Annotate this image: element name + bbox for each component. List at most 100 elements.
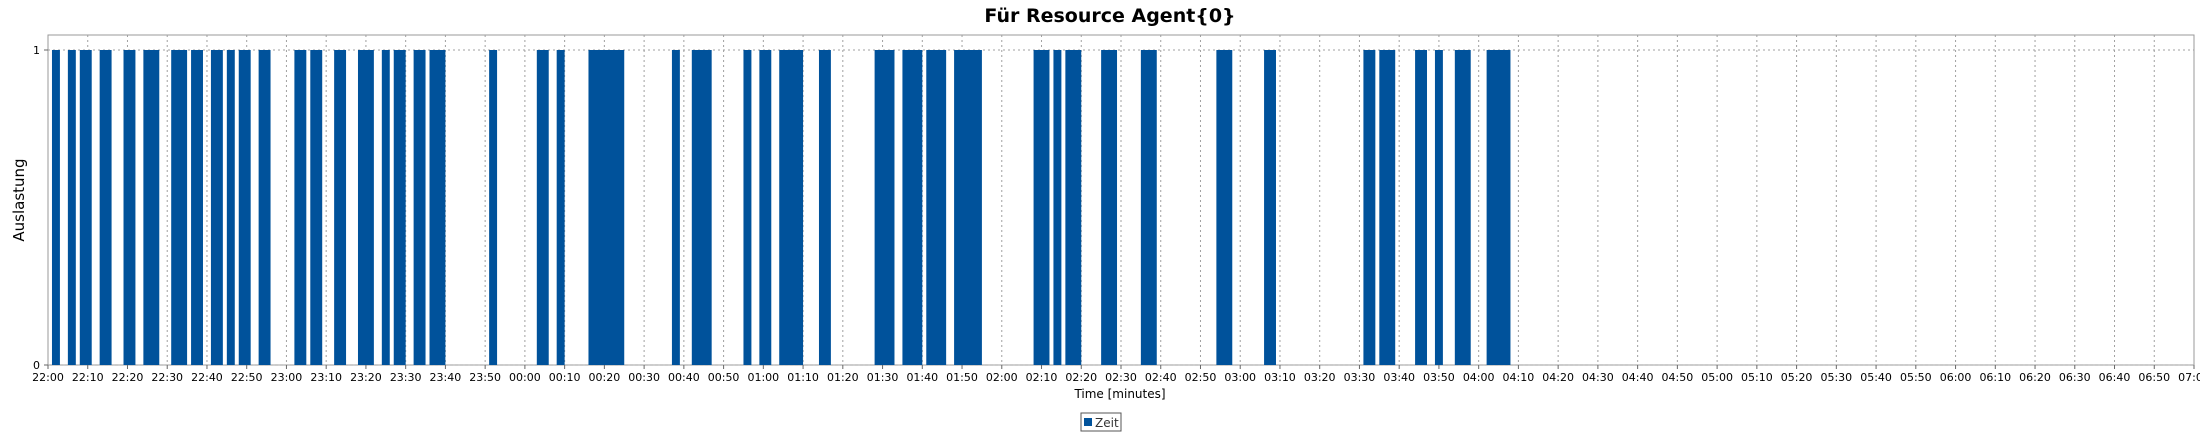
bar [238, 50, 251, 365]
bar [1264, 50, 1276, 365]
x-tick-label: 03:00 [1224, 371, 1256, 384]
x-tick-label: 01:00 [747, 371, 779, 384]
x-tick-label: 06:20 [2019, 371, 2051, 384]
x-tick-label: 02:00 [986, 371, 1018, 384]
bar [357, 50, 374, 365]
x-tick-label: 22:50 [231, 371, 263, 384]
bar [759, 50, 772, 365]
x-tick-label: 02:20 [1065, 371, 1097, 384]
x-tick-label: 06:40 [2099, 371, 2131, 384]
x-tick-label: 06:50 [2138, 371, 2170, 384]
x-tick-label: 06:30 [2059, 371, 2091, 384]
x-tick-label: 01:40 [906, 371, 938, 384]
x-tick-label: 23:30 [390, 371, 422, 384]
x-tick-label: 05:20 [1781, 371, 1813, 384]
bar [1486, 50, 1511, 365]
bar [926, 50, 947, 365]
x-tick-label: 07:00 [2178, 371, 2200, 384]
bar [1053, 50, 1062, 365]
bar [536, 50, 549, 365]
bar [171, 50, 188, 365]
x-tick-label: 23:10 [310, 371, 342, 384]
x-tick-label: 22:10 [72, 371, 104, 384]
y-tick-label: 0 [33, 359, 40, 372]
x-tick-label: 00:20 [589, 371, 621, 384]
x-tick-label: 03:40 [1383, 371, 1415, 384]
bar [1065, 50, 1082, 365]
x-tick-label: 01:20 [827, 371, 859, 384]
bar [1379, 50, 1396, 365]
x-tick-label: 23:40 [430, 371, 462, 384]
x-tick-label: 02:40 [1145, 371, 1177, 384]
x-axis-ticks: 22:00 22:10 22:20 22:30 22:40 22:50 23:00 23:10… [32, 365, 2200, 384]
bar [310, 50, 323, 365]
x-tick-label: 01:30 [867, 371, 899, 384]
bar [743, 50, 752, 365]
x-tick-label: 06:00 [1940, 371, 1972, 384]
legend-label: Zeit [1095, 416, 1119, 430]
bar [874, 50, 895, 365]
x-tick-label: 00:50 [708, 371, 740, 384]
x-tick-label: 03:10 [1264, 371, 1296, 384]
bar [258, 50, 271, 365]
bar [1101, 50, 1118, 365]
chart-title: Für Resource Agent{0} [984, 5, 1235, 27]
x-tick-label: 05:10 [1741, 371, 1773, 384]
legend-swatch [1084, 418, 1092, 426]
bar [1216, 50, 1233, 365]
bar [1415, 50, 1428, 365]
x-tick-label: 05:40 [1860, 371, 1892, 384]
bar [489, 50, 498, 365]
x-tick-label: 22:20 [112, 371, 144, 384]
x-tick-label: 22:00 [32, 371, 64, 384]
x-tick-label: 03:50 [1423, 371, 1455, 384]
x-tick-label: 22:30 [151, 371, 183, 384]
x-tick-label: 05:30 [1820, 371, 1852, 384]
legend: Zeit [1080, 412, 1122, 432]
bar [381, 50, 390, 365]
x-tick-label: 04:40 [1622, 371, 1654, 384]
x-tick-label: 00:00 [509, 371, 541, 384]
x-tick-label: 06:10 [1979, 371, 2011, 384]
bar [210, 50, 223, 365]
bar [51, 50, 60, 365]
x-tick-label: 03:20 [1304, 371, 1336, 384]
x-tick-label: 00:10 [549, 371, 581, 384]
bar [393, 50, 406, 365]
bar [294, 50, 307, 365]
x-tick-label: 22:40 [191, 371, 223, 384]
bar [123, 50, 136, 365]
x-tick-label: 01:10 [787, 371, 819, 384]
x-axis-label: Time [minutes] [1073, 387, 1165, 401]
bar [226, 50, 235, 365]
x-tick-label: 04:30 [1582, 371, 1614, 384]
y-tick-label: 1 [33, 44, 40, 57]
x-tick-label: 00:40 [668, 371, 700, 384]
bar [334, 50, 347, 365]
bar [143, 50, 160, 365]
bar [1454, 50, 1471, 365]
bar [429, 50, 446, 365]
legend-box [1080, 412, 1122, 432]
bar [191, 50, 203, 365]
x-tick-label: 04:20 [1542, 371, 1574, 384]
x-tick-label: 04:50 [1662, 371, 1694, 384]
x-tick-label: 05:50 [1900, 371, 1932, 384]
x-tick-label: 23:00 [271, 371, 303, 384]
x-tick-label: 02:50 [1185, 371, 1217, 384]
bar [1140, 50, 1157, 365]
bar [691, 50, 712, 365]
x-tick-label: 04:10 [1503, 371, 1535, 384]
y-axis-label: Auslastung [10, 158, 28, 241]
bar [818, 50, 831, 365]
bar [67, 50, 76, 365]
bar [779, 50, 804, 365]
bar [588, 50, 625, 365]
x-tick-label: 05:00 [1701, 371, 1733, 384]
bar [1434, 50, 1443, 365]
bar [556, 50, 565, 365]
bar [671, 50, 680, 365]
bar [1033, 50, 1050, 365]
bar [902, 50, 923, 365]
